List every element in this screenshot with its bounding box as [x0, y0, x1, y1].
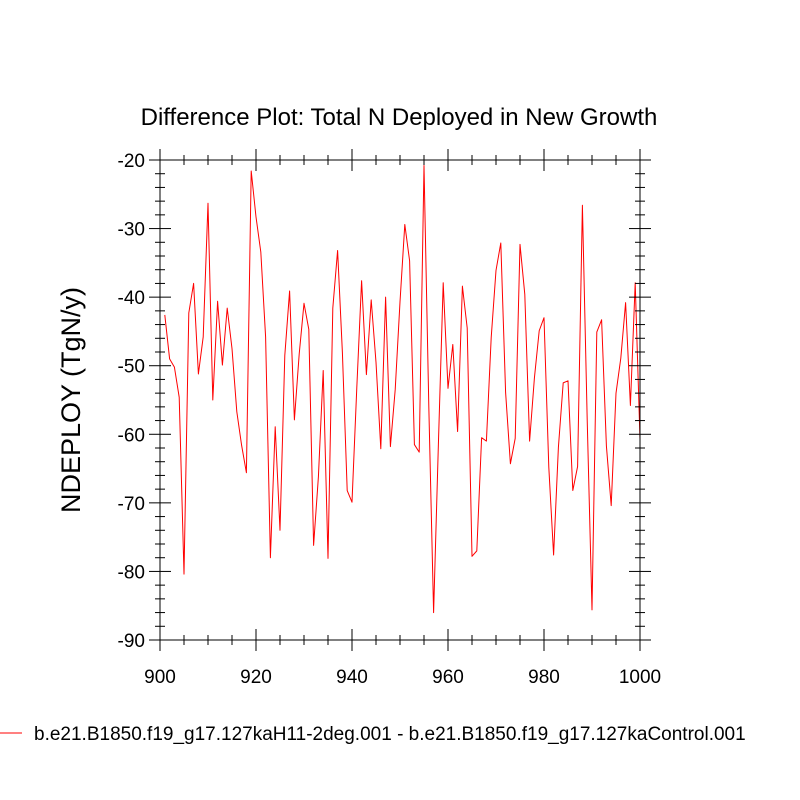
series-line: [164, 164, 641, 614]
x-tick-label: 1000: [619, 667, 661, 688]
legend-label: b.e21.B1850.f19_g17.127kaH11-2deg.001 - …: [34, 724, 746, 745]
axis-tick-labels: 900 920 940 960 980 1000 -90 -80 -70 -60 -50 -40 -30…: [118, 151, 662, 688]
x-tick-label: 980: [528, 667, 560, 688]
chart-title: Difference Plot: Total N Deployed in New…: [141, 104, 658, 131]
plot-frame: [159, 159, 641, 641]
y-tick-label: -50: [118, 357, 145, 378]
y-tick-label: -40: [118, 288, 145, 309]
y-tick-label: -70: [118, 494, 145, 515]
y-axis-label: NDEPLOY (TgN/y): [56, 287, 86, 513]
x-tick-label: 960: [432, 667, 464, 688]
axis-ticks: [149, 149, 651, 651]
y-tick-label: -30: [118, 220, 145, 241]
legend: b.e21.B1850.f19_g17.127kaH11-2deg.001 - …: [0, 724, 746, 745]
plot-area: [159, 159, 641, 641]
x-tick-label: 900: [144, 667, 176, 688]
y-tick-label: -80: [118, 562, 145, 583]
x-tick-label: 940: [336, 667, 368, 688]
x-tick-label: 920: [240, 667, 272, 688]
y-tick-label: -90: [118, 631, 145, 652]
y-tick-label: -60: [118, 425, 145, 446]
y-tick-label: -20: [118, 151, 145, 172]
